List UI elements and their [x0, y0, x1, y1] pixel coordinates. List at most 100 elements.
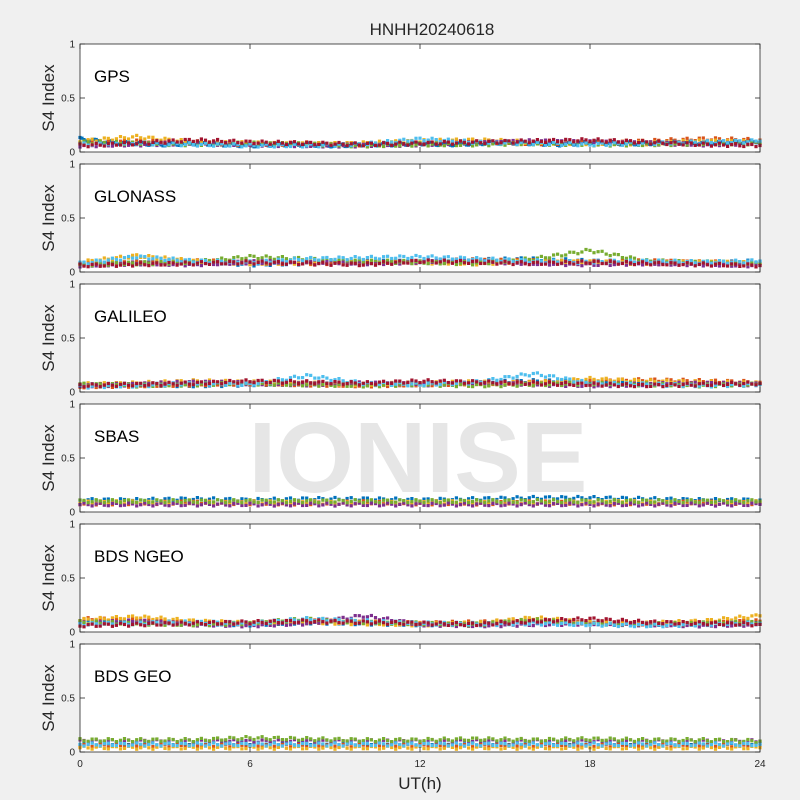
data-point [738, 383, 742, 387]
data-point [495, 378, 499, 382]
data-point [341, 260, 345, 264]
data-point [693, 143, 697, 147]
data-point [701, 503, 705, 507]
data-point [382, 498, 386, 502]
y-tick-label: 1 [69, 280, 75, 291]
data-point [730, 260, 734, 264]
data-point [438, 142, 442, 146]
data-point [531, 260, 535, 265]
data-point [199, 498, 203, 502]
data-point [232, 256, 236, 260]
data-point [82, 501, 86, 505]
data-point [434, 261, 438, 265]
data-point [547, 263, 552, 267]
data-point [187, 498, 191, 502]
data-point [564, 259, 568, 263]
data-point [248, 380, 252, 384]
data-point [665, 261, 669, 265]
data-point [191, 379, 195, 383]
data-point [345, 496, 349, 501]
data-point [390, 143, 394, 147]
data-point [187, 384, 191, 388]
data-point [515, 142, 519, 147]
y-tick-label: 1 [69, 40, 75, 51]
data-point [118, 382, 123, 386]
data-point [341, 501, 345, 505]
data-point [147, 142, 151, 146]
data-point [679, 142, 683, 146]
data-point [750, 263, 754, 267]
data-point [264, 254, 268, 258]
data-point [475, 256, 479, 260]
data-point [507, 375, 511, 379]
data-point [580, 264, 584, 268]
data-point [317, 145, 321, 149]
data-point [483, 137, 487, 141]
data-point [86, 381, 90, 385]
data-point [236, 141, 240, 145]
data-point [624, 503, 628, 507]
data-point [272, 257, 276, 261]
data-point [414, 140, 418, 144]
data-point [560, 381, 564, 386]
data-point [535, 256, 539, 260]
data-point [637, 504, 641, 508]
data-point [86, 140, 90, 144]
data-point [349, 256, 353, 261]
data-point [491, 381, 495, 385]
data-point [234, 143, 238, 147]
data-point [94, 141, 98, 145]
data-point [236, 383, 240, 387]
data-point [224, 258, 228, 262]
data-point [199, 142, 203, 146]
data-point [564, 381, 568, 385]
data-point [147, 379, 151, 383]
data-point [183, 380, 187, 384]
data-point [580, 496, 584, 500]
data-point [693, 502, 697, 506]
data-point [207, 143, 212, 147]
data-point [616, 260, 620, 264]
data-point [661, 263, 665, 267]
data-point [624, 144, 628, 148]
data-points [78, 247, 762, 269]
data-point [430, 501, 434, 505]
data-point [527, 257, 531, 261]
data-point [552, 140, 556, 144]
data-point [709, 502, 713, 506]
data-point [507, 382, 511, 386]
data-point [539, 499, 543, 503]
data-point [592, 377, 596, 381]
data-point [163, 501, 167, 505]
data-point [734, 498, 738, 502]
data-point [564, 498, 568, 503]
data-point [369, 501, 373, 505]
data-point [317, 376, 321, 380]
data-point [426, 502, 430, 506]
data-point [410, 144, 414, 148]
data-point [713, 500, 718, 504]
data-point [639, 140, 643, 145]
data-point [317, 504, 321, 508]
data-point [467, 503, 471, 507]
data-point [507, 139, 511, 143]
data-point [681, 263, 685, 267]
data-point [446, 498, 450, 502]
data-point [236, 381, 240, 385]
data-point [491, 377, 495, 381]
data-point [641, 139, 645, 143]
data-point [124, 140, 129, 144]
data-point [361, 263, 365, 267]
data-point [661, 501, 665, 505]
data-point [341, 384, 345, 388]
data-point [616, 383, 620, 387]
data-point [576, 144, 580, 148]
data-point [416, 141, 420, 145]
data-point [135, 256, 139, 260]
data-point [560, 383, 564, 387]
data-point [224, 378, 228, 382]
data-point [106, 497, 110, 501]
data-point [106, 139, 110, 143]
data-point [653, 496, 657, 500]
data-point [294, 142, 299, 146]
